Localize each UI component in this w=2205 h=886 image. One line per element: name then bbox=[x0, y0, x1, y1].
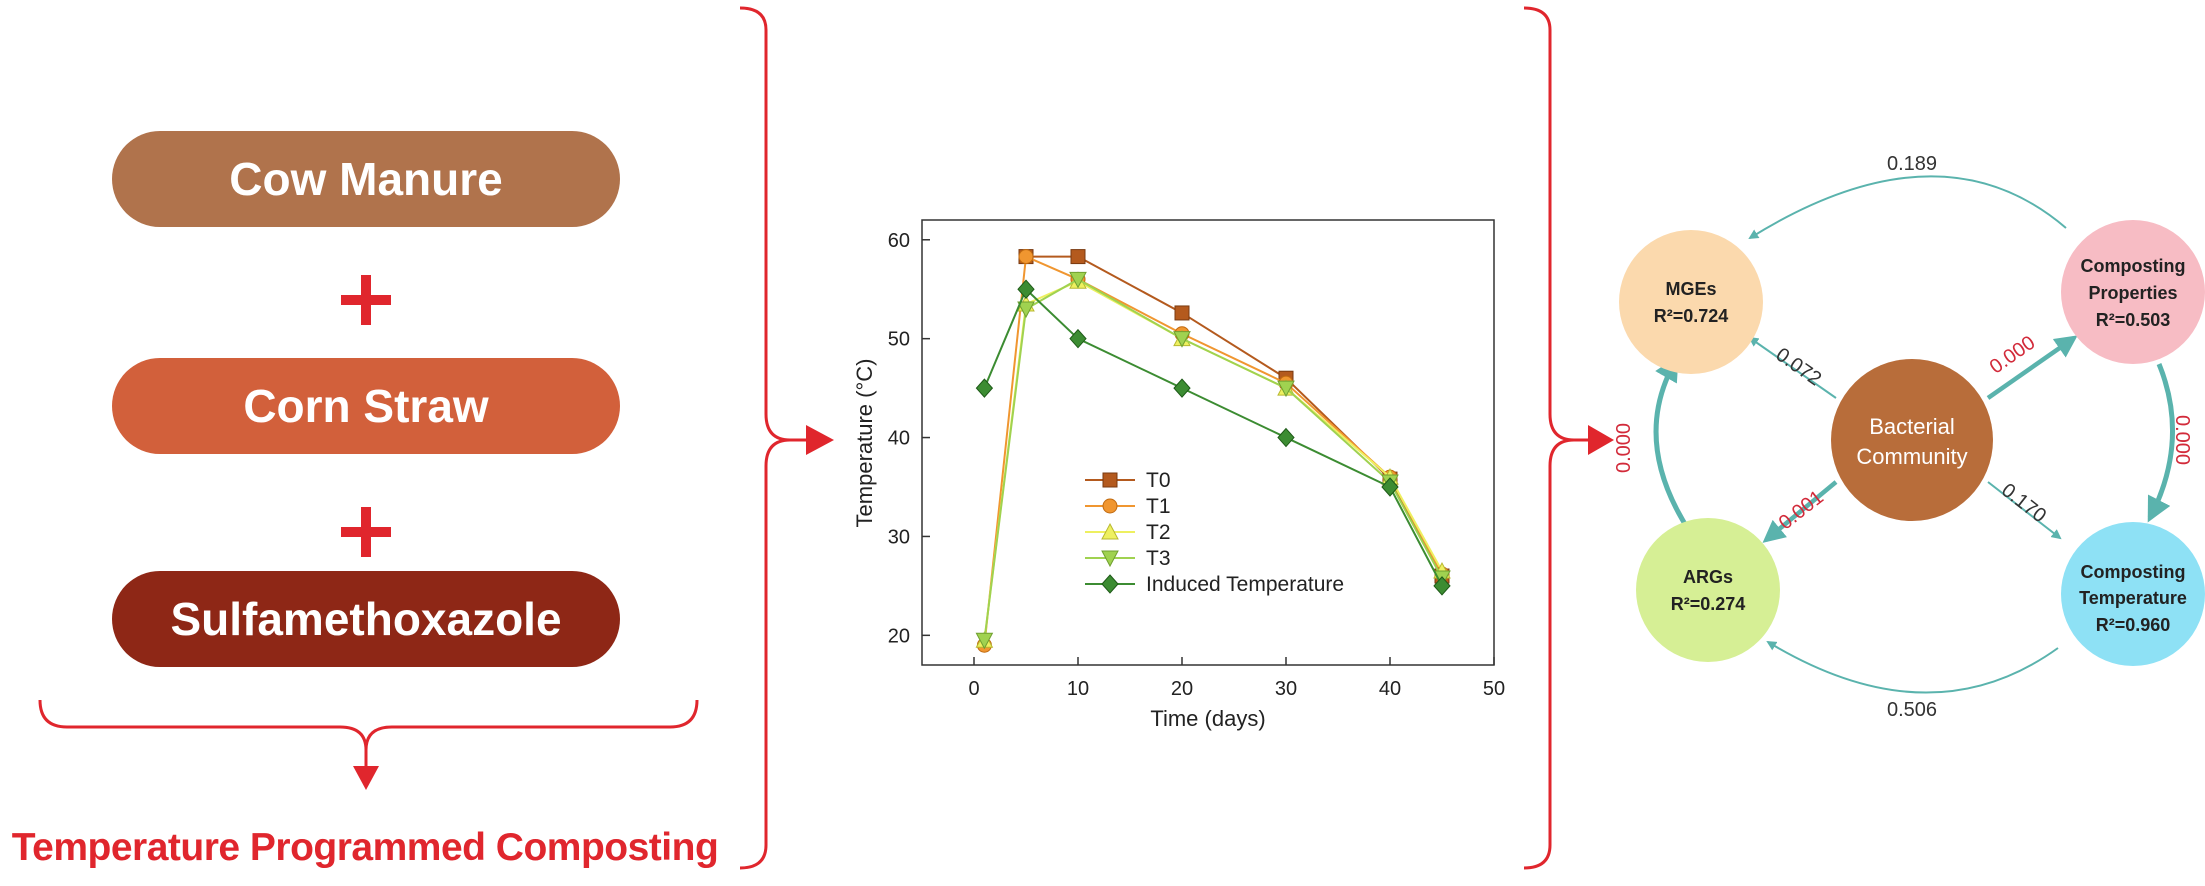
data-point-t3 bbox=[1277, 380, 1295, 398]
data-point-induced-temperature bbox=[1069, 328, 1087, 349]
right-arrow-icon bbox=[1588, 425, 1614, 455]
label-center-args: 0.001 bbox=[1775, 486, 1828, 534]
y-tick-label: 60 bbox=[888, 230, 910, 252]
bacterial-community-node bbox=[1831, 359, 1993, 521]
data-point-induced-temperature bbox=[1433, 576, 1451, 596]
data-point-t1 bbox=[1018, 249, 1034, 265]
properties-name-line1: Composting bbox=[2081, 256, 2186, 276]
y-tick-label: 30 bbox=[888, 526, 910, 548]
legend-marker bbox=[1102, 498, 1118, 514]
cow-manure-pill: Cow Manure bbox=[112, 131, 620, 227]
data-point-t3 bbox=[975, 632, 994, 650]
arrow-properties-to-mges bbox=[1748, 175, 2067, 240]
y-axis-label: Temperature (°C) bbox=[852, 359, 877, 528]
legend-label: T1 bbox=[1146, 495, 1171, 518]
right-brace-2 bbox=[1523, 6, 1592, 870]
label-properties-mges: 0.189 bbox=[1887, 153, 1937, 175]
arrow-center-to-mges bbox=[1748, 336, 1837, 399]
mges-node bbox=[1619, 230, 1763, 374]
mges-name: MGEs bbox=[1665, 279, 1716, 299]
legend-marker bbox=[1101, 522, 1119, 540]
plus-icon bbox=[341, 507, 391, 557]
x-tick-label: 30 bbox=[1275, 678, 1297, 700]
arrow-center-to-temperature bbox=[1987, 481, 2062, 540]
data-point-induced-temperature bbox=[1173, 378, 1191, 398]
data-point-t0 bbox=[1174, 305, 1190, 321]
y-tick-label: 50 bbox=[888, 329, 910, 351]
legend-label: T3 bbox=[1146, 547, 1171, 570]
data-point-t3 bbox=[1173, 331, 1191, 348]
temperature-chart: 0 10 20 30 40 50 20 30 40 50 60 Temperature (°C) T… bbox=[852, 219, 1505, 731]
down-arrow-icon bbox=[353, 766, 379, 790]
center-name-line1: Bacterial bbox=[1869, 414, 1955, 439]
temperature-name-line1: Composting bbox=[2081, 562, 2186, 582]
cow-manure-label: Cow Manure bbox=[229, 153, 503, 205]
data-point-induced-temperature bbox=[1381, 477, 1399, 497]
arrow-temperature-to-args bbox=[1766, 640, 2059, 694]
y-tick-label: 20 bbox=[888, 625, 910, 647]
x-axis-label: Time (days) bbox=[1150, 706, 1265, 731]
data-point-induced-temperature bbox=[1017, 279, 1035, 299]
args-r2: R²=0.274 bbox=[1671, 594, 1746, 614]
properties-node bbox=[2061, 220, 2205, 364]
label-args-mges: 0.000 bbox=[1613, 423, 1635, 473]
corn-straw-pill: Corn Straw bbox=[112, 358, 620, 454]
x-tick-label: 20 bbox=[1171, 678, 1193, 700]
plus-icon bbox=[341, 275, 391, 325]
data-point-t0 bbox=[1070, 249, 1086, 265]
sulfamethoxazole-label: Sulfamethoxazole bbox=[170, 593, 562, 645]
network-diagram: MGEs R²=0.724 Composting Properties R²=0… bbox=[1613, 153, 2205, 721]
legend-label: T2 bbox=[1146, 521, 1171, 544]
temperature-r2: R²=0.960 bbox=[2096, 615, 2171, 635]
right-brace-1 bbox=[739, 6, 810, 870]
x-tick-label: 0 bbox=[968, 678, 979, 700]
args-name: ARGs bbox=[1683, 567, 1733, 587]
arrow-center-to-properties bbox=[1986, 335, 2078, 400]
right-arrow-icon bbox=[806, 425, 834, 455]
temperature-name-line2: Temperature bbox=[2079, 588, 2187, 608]
mges-r2: R²=0.724 bbox=[1654, 306, 1729, 326]
legend-marker bbox=[1102, 472, 1118, 488]
properties-r2: R²=0.503 bbox=[2096, 310, 2171, 330]
label-properties-temperature: 0.000 bbox=[2171, 415, 2193, 465]
y-tick-label: 40 bbox=[888, 428, 910, 450]
label-temperature-args: 0.506 bbox=[1887, 699, 1937, 721]
args-node bbox=[1636, 518, 1780, 662]
x-tick-label: 10 bbox=[1067, 678, 1089, 700]
plot-frame bbox=[921, 219, 1495, 666]
corn-straw-label: Corn Straw bbox=[243, 380, 489, 432]
bottom-brace bbox=[38, 699, 699, 770]
process-title: Temperature Programmed Composting bbox=[11, 826, 719, 869]
legend-label: Induced Temperature bbox=[1146, 573, 1344, 596]
arrow-center-to-args bbox=[1762, 480, 1838, 543]
series-line-induced-temperature bbox=[983, 287, 1443, 587]
data-point-t3 bbox=[1069, 271, 1087, 289]
label-center-temperature: 0.170 bbox=[1997, 479, 2050, 527]
series-line-t0 bbox=[1026, 255, 1443, 577]
x-tick-label: 40 bbox=[1379, 678, 1401, 700]
label-center-mges: 0.072 bbox=[1772, 344, 1826, 391]
label-center-properties: 0.000 bbox=[1986, 332, 2040, 379]
data-point-induced-temperature bbox=[1277, 427, 1295, 448]
legend-label: T0 bbox=[1146, 469, 1171, 492]
x-tick-label: 50 bbox=[1483, 678, 1505, 700]
data-point-t3 bbox=[1017, 301, 1035, 319]
center-name-line2: Community bbox=[1856, 444, 1967, 469]
data-point-induced-temperature bbox=[975, 378, 994, 398]
legend-marker bbox=[1101, 574, 1119, 594]
arrow-properties-to-temperature bbox=[2147, 363, 2175, 523]
arrow-args-to-mges bbox=[1653, 355, 1693, 534]
sulfamethoxazole-pill: Sulfamethoxazole bbox=[112, 571, 620, 667]
legend-marker bbox=[1101, 550, 1119, 568]
properties-name-line2: Properties bbox=[2088, 283, 2177, 303]
temperature-node bbox=[2061, 522, 2205, 666]
